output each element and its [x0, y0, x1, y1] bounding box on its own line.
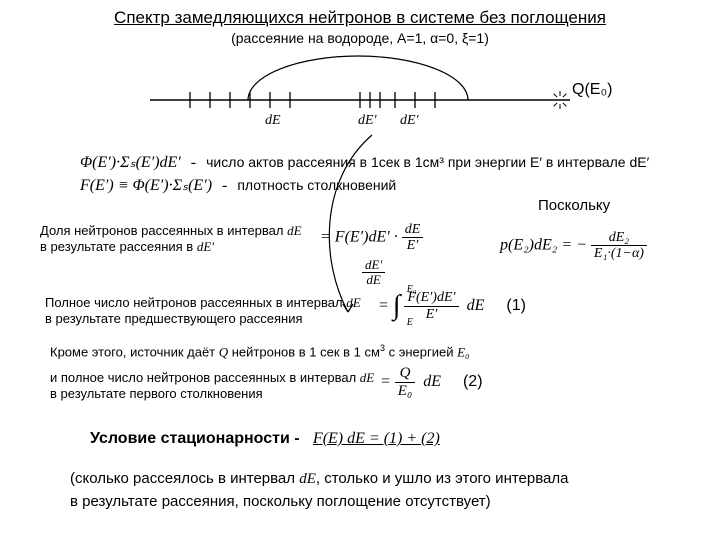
de: dE [287, 223, 301, 238]
text-total-scattered: Полное число нейтронов рассеянных в инте… [45, 295, 361, 328]
b: , столько и ушло из этого интервала [316, 470, 569, 487]
de: dE [299, 471, 316, 487]
p-lhs: p(E₂)dE₂ = − [500, 237, 587, 254]
dash: - [185, 154, 202, 171]
eq-integral: = ∫ E₀ E F(E′)dE′ E′ dE (1) [378, 290, 526, 322]
t2: в результате первого столкновения [50, 386, 263, 401]
den: E′ [402, 238, 424, 253]
num: Q [395, 365, 415, 383]
t1: Полное число нейтронов рассеянных в инте… [45, 295, 343, 310]
tag1: (1) [488, 297, 526, 314]
t1: и полное число нейтронов рассеянных в ин… [50, 370, 356, 385]
int-bot: E [407, 317, 413, 328]
eq-f-def: F(E′) ≡ Φ(E′)·Σₛ(E′) - плотность столкно… [80, 175, 396, 195]
t1: Доля нейтронов рассеянных в интервал [40, 223, 284, 238]
p-num: dE₂ [591, 230, 647, 246]
text-source: Кроме этого, источник даёт Q нейтронов в… [50, 343, 470, 360]
text-fraction-scattered: Доля нейтронов рассеянных в интервал dE … [40, 223, 302, 256]
t2: в результате предшествующего рассеяния [45, 311, 303, 326]
lhs: = F(E′)dE′ · [320, 229, 398, 246]
q: Q [219, 344, 228, 359]
svg-text:dE′: dE′ [358, 113, 378, 128]
rhs: F(E) dE = (1) + (2) [313, 430, 440, 447]
vden: dE [362, 273, 385, 287]
eq-rhs: плотность столкновений [237, 177, 396, 193]
stationarity-condition: Условие стационарности - F(E) dE = (1) +… [90, 430, 440, 448]
tail: dE [419, 373, 441, 390]
int-top: E₀ [407, 284, 417, 295]
svg-text:dE′: dE′ [400, 113, 420, 128]
p-den: E₁·(1−α) [591, 246, 647, 261]
eq-lhs: F(E′) ≡ Φ(E′)·Σₛ(E′) [80, 177, 212, 194]
vnum: dE′ [362, 258, 385, 273]
svg-text:dE: dE [265, 113, 281, 128]
eq-first-collision: = Q E₀ dE (2) [380, 365, 483, 399]
label: Условие стационарности - [90, 430, 300, 447]
den: E₀ [395, 383, 415, 400]
c: в результате рассеяния, поскольку поглощ… [70, 493, 491, 510]
eq-rhs: число актов рассеяния в 1сек в 1см³ при … [206, 154, 649, 170]
eq-p-e2: p(E₂)dE₂ = − dE₂ E₁·(1−α) [500, 230, 647, 262]
t2: в результате рассеяния в [40, 239, 193, 254]
tail: dE [463, 297, 485, 314]
balance-explanation: (сколько рассеялось в интервал dE, столь… [70, 468, 568, 513]
num: dE [402, 222, 424, 238]
a: (сколько рассеялось в интервал [70, 470, 295, 487]
e0: E₀ [457, 344, 469, 359]
since-label: Поскольку [538, 197, 610, 214]
dep: dE′ [197, 239, 214, 254]
de: dE [346, 295, 360, 310]
text-first-collision: и полное число нейтронов рассеянных в ин… [50, 370, 374, 403]
de: dE [360, 370, 374, 385]
eq-fraction: = F(E′)dE′ · dE E′ [320, 222, 423, 254]
dash: - [216, 177, 233, 194]
tag2: (2) [445, 373, 483, 390]
svg-text:Q(E₀): Q(E₀) [572, 81, 612, 98]
vertical-frac: dE′ dE [362, 258, 385, 288]
eq-lhs: Φ(E′)·Σₛ(E′)dE′ [80, 154, 181, 171]
eq-phi-sigma: Φ(E′)·Σₛ(E′)dE′ - число актов рассеяния … [80, 152, 649, 172]
